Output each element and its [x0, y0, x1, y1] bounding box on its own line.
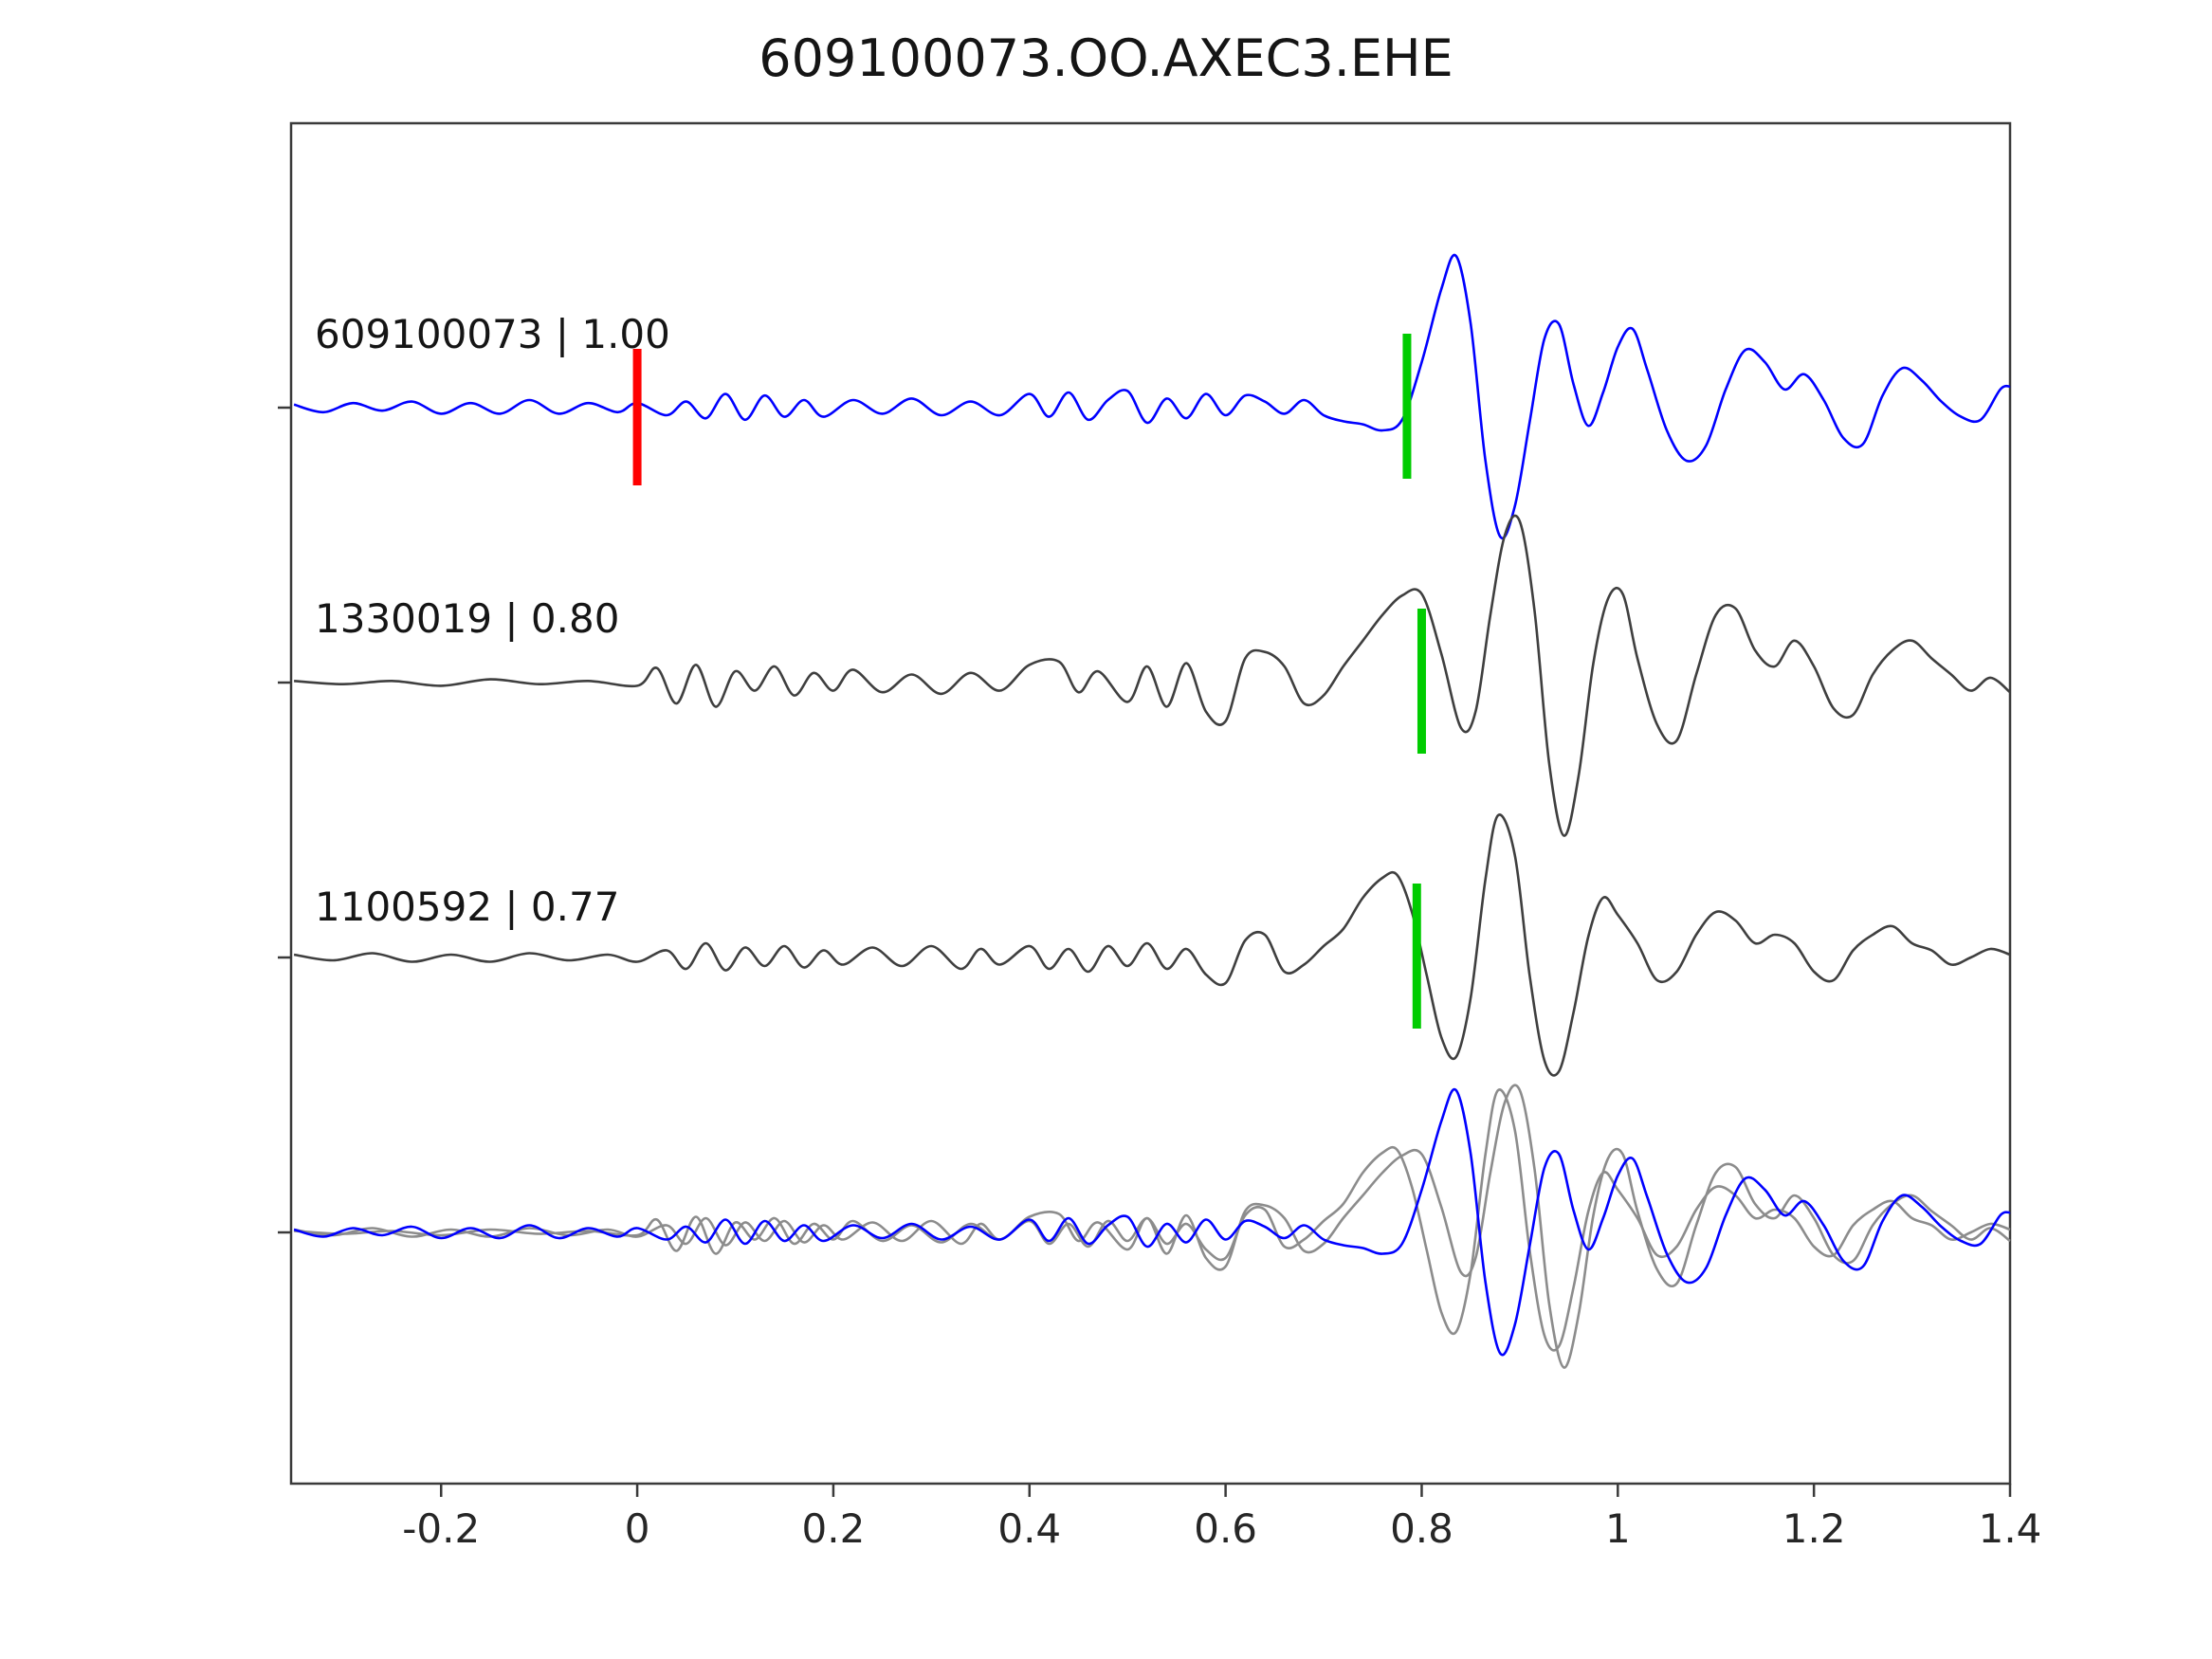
- x-tick-label: 0.6: [1194, 1505, 1257, 1552]
- x-tick-label: -0.2: [402, 1505, 480, 1552]
- x-tick-label: 0.4: [997, 1505, 1061, 1552]
- waveform-overlay-1330019: [294, 1084, 2011, 1369]
- x-tick-label: 0.8: [1390, 1505, 1453, 1552]
- x-tick-label: 1.2: [1782, 1505, 1846, 1552]
- trace-label-template: 609100073 | 1.00: [315, 311, 670, 357]
- figure-title: 609100073.OO.AXEC3.EHE: [759, 28, 1453, 88]
- x-tick-label: 0.2: [802, 1505, 866, 1552]
- x-tick-label: 1.4: [1979, 1505, 2042, 1552]
- trace-label-detection-1: 1330019 | 0.80: [315, 595, 620, 642]
- trace-label-detection-2: 1100592 | 0.77: [315, 884, 620, 930]
- waveform-overlay-609100073: [293, 1087, 2011, 1357]
- waveform-overlay-1100592: [293, 1088, 2011, 1352]
- waveform-trace-1330019: [294, 514, 2011, 837]
- x-tick-label: 1: [1605, 1505, 1631, 1552]
- axis-frame: [289, 121, 2012, 1486]
- x-tick-label: 0: [625, 1505, 650, 1552]
- waveform-trace-1100592: [293, 813, 2011, 1077]
- waveform-trace-609100073: [293, 253, 2011, 540]
